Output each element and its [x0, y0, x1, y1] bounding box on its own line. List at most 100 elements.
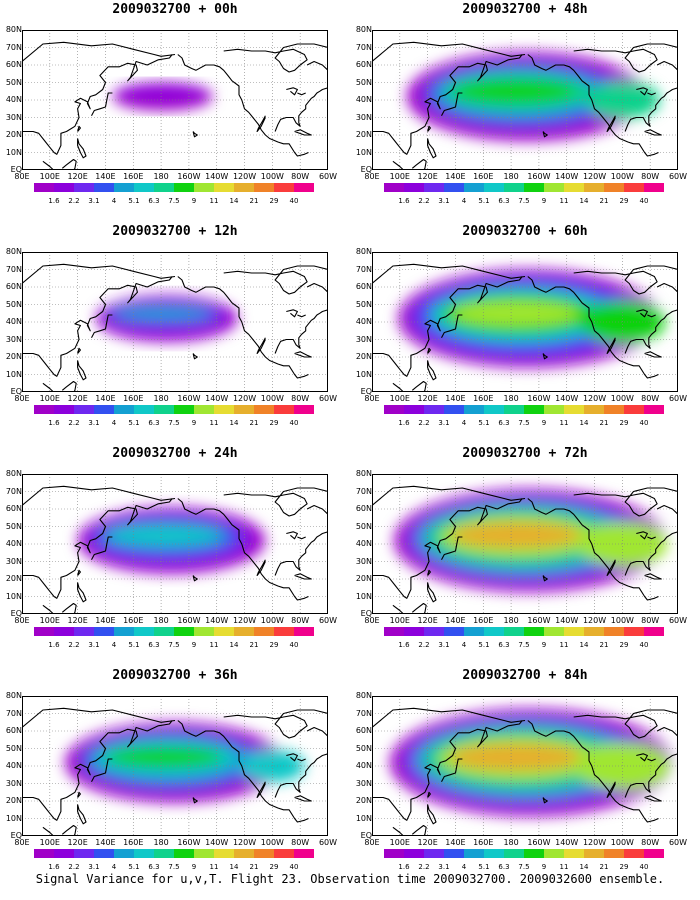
latitude-label: 30N [355, 778, 372, 788]
colorbar-label: 1.6 [398, 197, 410, 205]
latitude-label: 10N [355, 369, 372, 379]
colorbar-label: 11 [210, 419, 219, 427]
panel-title: 2009032700 + 72h [462, 446, 588, 461]
colorbar-label: 6.3 [148, 197, 159, 205]
colorbar-label: 1.6 [398, 419, 410, 427]
colorbar-label: 29 [620, 197, 629, 205]
colorbar-label: 40 [640, 419, 649, 427]
coastline [192, 131, 198, 138]
colorbar-swatch [214, 183, 234, 192]
colorbar-label: 7.5 [518, 641, 529, 649]
colorbar-label: 21 [250, 863, 259, 871]
colorbar-swatch [604, 405, 624, 414]
colorbar-label: 7.5 [168, 641, 179, 649]
map-frame [372, 252, 678, 392]
colorbar-swatch [34, 405, 54, 414]
coastline [77, 582, 87, 603]
coastline [256, 781, 266, 799]
colorbar-swatch [174, 183, 194, 192]
longitude-label: 80W [291, 616, 310, 625]
colorbar-label: 4 [462, 641, 467, 649]
longitude-label: 180 [503, 394, 519, 403]
latitude-label: 20N [355, 796, 372, 805]
colorbar-label: 40 [290, 641, 299, 649]
variance-map [372, 30, 678, 170]
colorbar-label: 6.3 [148, 641, 159, 649]
colorbar-swatch [504, 183, 524, 192]
colorbar-swatch [194, 183, 214, 192]
latitude-label: 50N [355, 299, 372, 309]
latitude-label: 10N [5, 591, 22, 601]
coastline [177, 276, 309, 379]
colorbar-label: 2.2 [68, 641, 79, 649]
coastline [372, 54, 523, 155]
colorbar-label: 9 [542, 197, 546, 205]
longitude-label: 100E [389, 838, 410, 847]
coastline [22, 54, 173, 155]
coastline [656, 60, 678, 71]
colorbar-label: 3.1 [88, 641, 99, 649]
colorbar-swatch [464, 849, 484, 858]
colorbar-swatch [544, 849, 564, 858]
longitude-label: 60W [668, 394, 688, 403]
longitude-label: 80W [641, 616, 660, 625]
colorbar-label: 21 [250, 419, 259, 427]
longitude-label: 100W [260, 172, 284, 181]
longitude-label: 140W [555, 616, 579, 625]
colorbar-swatch [424, 627, 444, 636]
colorbar-swatch [524, 627, 544, 636]
longitude-label: 60W [318, 394, 338, 403]
longitude-label: 60W [318, 838, 338, 847]
coastline [77, 360, 87, 381]
colorbar-swatch [644, 405, 664, 414]
longitude-label: 120W [582, 838, 607, 847]
coastline [77, 791, 81, 798]
latitude-label: 20N [355, 574, 372, 583]
colorbar-swatch [154, 183, 174, 192]
longitude-label: 80W [291, 394, 310, 403]
coastline [294, 351, 312, 358]
colorbar-label: 5.1 [128, 419, 139, 427]
colorbar-label: 29 [620, 419, 629, 427]
colorbar-label: 1.6 [48, 641, 60, 649]
colorbar-label: 4 [112, 419, 117, 427]
coastline [22, 263, 176, 284]
longitude-label: 160E [473, 616, 494, 625]
longitude-label: 140W [555, 838, 579, 847]
longitude-label: 120W [582, 616, 607, 625]
coastline [372, 485, 526, 506]
coastline [656, 282, 678, 293]
colorbar-swatch [234, 183, 254, 192]
colorbar-swatch [74, 405, 94, 414]
colorbar-label: 3.1 [88, 863, 99, 871]
variance-shading [113, 307, 212, 320]
colorbar-label: 14 [580, 419, 589, 427]
colorbar-swatch [114, 627, 134, 636]
colorbar-swatch [544, 405, 564, 414]
coastline [297, 92, 306, 96]
colorbar-swatch [444, 849, 464, 858]
latitude-label: 60N [5, 726, 22, 735]
coastline [223, 487, 328, 517]
latitude-label: 50N [355, 521, 372, 531]
colorbar-label: 29 [620, 863, 629, 871]
longitude-label: 100W [610, 838, 634, 847]
coastline [77, 125, 81, 132]
coastline [256, 115, 266, 133]
coastline [441, 92, 463, 117]
latitude-label: 20N [5, 352, 22, 361]
map-frame [22, 30, 328, 170]
latitude-label: 80N [5, 247, 22, 256]
colorbar-swatch [644, 183, 664, 192]
latitude-label: 80N [355, 469, 372, 478]
coastline [624, 87, 678, 132]
colorbar-label: 7.5 [518, 863, 529, 871]
latitude-label: 70N [5, 486, 22, 496]
coastline [286, 753, 298, 762]
colorbar-label: 9 [192, 419, 196, 427]
coastline [256, 337, 266, 355]
coastline [22, 485, 176, 506]
coastline [441, 536, 463, 561]
colorbar: 1.6 2.2 3.1 4 5.1 6.3 7.5 9 11 14 21 29 40 [34, 849, 314, 871]
latitude-label: 20N [5, 130, 22, 139]
